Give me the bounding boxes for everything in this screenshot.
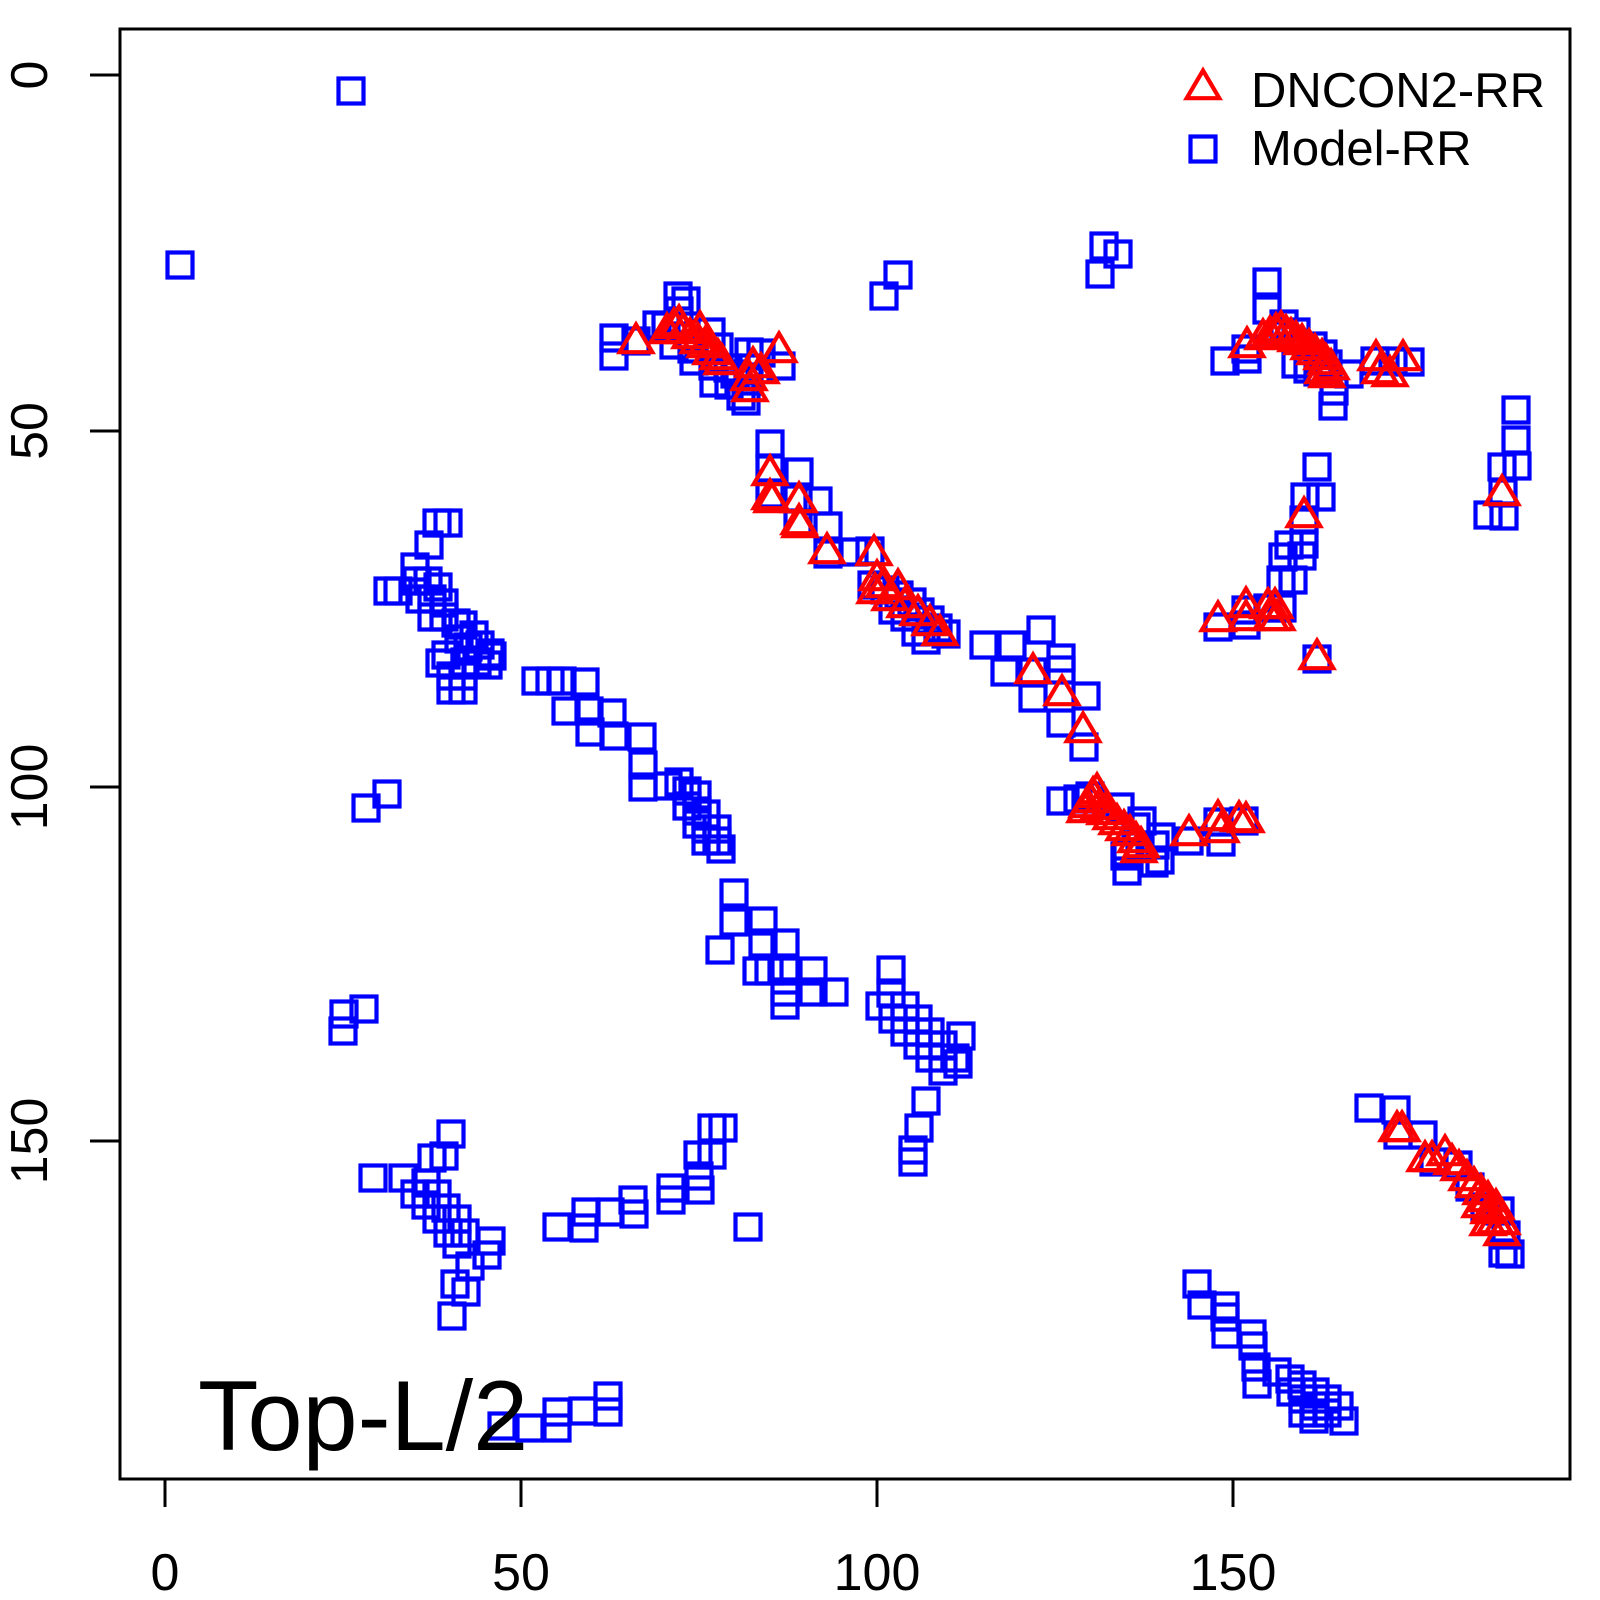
svg-text:0: 0 xyxy=(1,61,59,90)
svg-text:150: 150 xyxy=(1190,1544,1277,1600)
svg-text:150: 150 xyxy=(1,1098,59,1185)
svg-text:50: 50 xyxy=(492,1544,550,1600)
svg-text:0: 0 xyxy=(151,1544,180,1600)
svg-text:Top-L/2: Top-L/2 xyxy=(198,1360,528,1471)
svg-text:DNCON2-RR: DNCON2-RR xyxy=(1251,64,1545,118)
svg-text:100: 100 xyxy=(834,1544,921,1600)
svg-text:50: 50 xyxy=(1,402,59,460)
svg-text:Model-RR: Model-RR xyxy=(1251,122,1472,176)
svg-text:100: 100 xyxy=(1,744,59,831)
